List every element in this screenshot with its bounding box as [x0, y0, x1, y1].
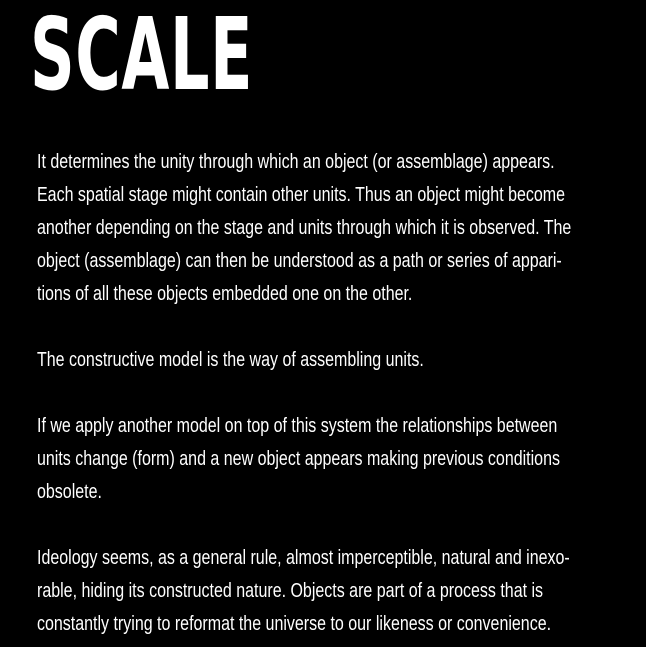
text-line: Ideology seems, as a general rule, almos… [37, 547, 570, 569]
page-title: SCALE [30, 0, 254, 113]
text-line: another depending on the stage and units… [37, 217, 572, 239]
paragraph: It determines the unity through which an… [37, 146, 611, 311]
text-line: rable, hiding its constructed nature. Ob… [37, 580, 544, 602]
paragraph: The constructive model is the way of ass… [37, 344, 611, 377]
text-line: units change (form) and a new object app… [37, 448, 560, 470]
text-line: tions of all these objects embedded one … [37, 283, 413, 305]
text-line: obsolete. [37, 481, 102, 503]
paragraph-spacer [37, 377, 611, 410]
paragraph-spacer [37, 311, 611, 344]
text-line: It determines the unity through which an… [37, 151, 555, 173]
text-line: constantly trying to reformat the univer… [37, 613, 552, 635]
text-line: The constructive model is the way of ass… [37, 349, 424, 371]
body-text: It determines the unity through which an… [37, 146, 611, 641]
text-line: If we apply another model on top of this… [37, 415, 558, 437]
paragraph: If we apply another model on top of this… [37, 410, 611, 509]
paragraph: Ideology seems, as a general rule, almos… [37, 542, 611, 641]
text-line: object (assemblage) can then be understo… [37, 250, 562, 272]
paragraph-spacer [37, 509, 611, 542]
text-line: Each spatial stage might contain other u… [37, 184, 566, 206]
